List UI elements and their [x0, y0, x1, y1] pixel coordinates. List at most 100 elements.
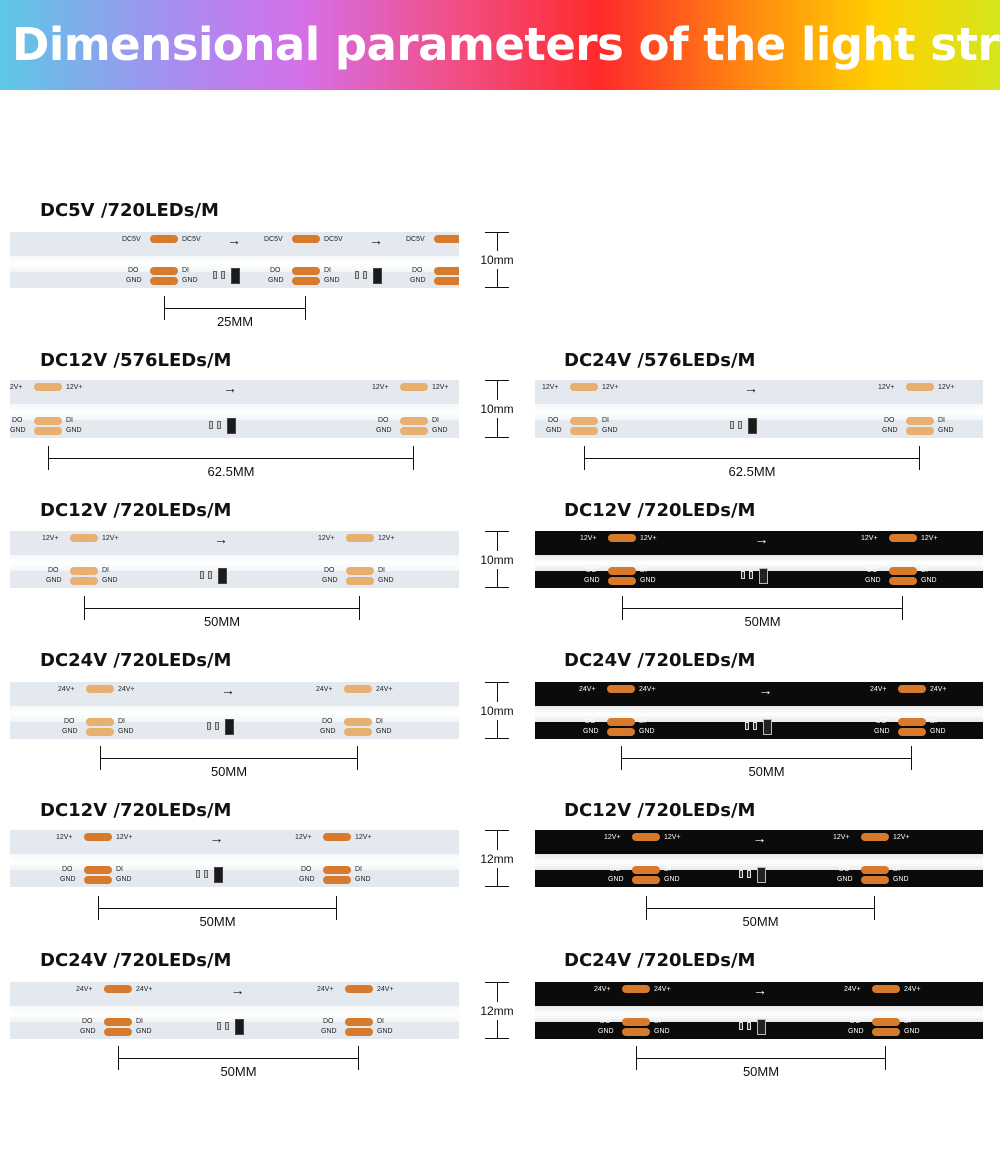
width-cap-top	[485, 830, 509, 831]
data-pad-label: DO	[839, 866, 850, 873]
spacing-tick-right	[305, 296, 306, 320]
data-pad	[889, 567, 917, 575]
power-pad-label: 12V+	[318, 535, 335, 542]
ic-chip	[748, 418, 757, 434]
spacing-tick-left	[584, 446, 585, 470]
data-pad	[872, 1018, 900, 1026]
data-pad	[570, 417, 598, 425]
data-pad-label: DO	[600, 1018, 611, 1025]
ground-pad-label: GND	[118, 728, 134, 735]
ground-pad-label: GND	[938, 427, 954, 434]
row-6-width-label: 12mm	[480, 1001, 514, 1020]
row-6-right-spacing-line	[636, 1046, 886, 1070]
power-pad-label: 24V+	[870, 686, 887, 693]
row-4-right-spacing-line	[621, 746, 912, 770]
ground-pad-label: GND	[930, 728, 946, 735]
ground-pad-label: GND	[126, 277, 142, 284]
power-pad	[608, 534, 636, 542]
width-cap-bottom	[485, 886, 509, 887]
power-pad-label: 12V+	[378, 535, 395, 542]
resistor	[355, 271, 359, 279]
ground-pad-label: GND	[299, 876, 315, 883]
data-pad-label: DI	[654, 1018, 661, 1025]
power-pad	[104, 985, 132, 993]
row-4-left-spacing-label: 50MM	[210, 764, 248, 779]
ground-pad-label: GND	[62, 728, 78, 735]
row-2-left-spacing-label: 62.5MM	[207, 464, 255, 479]
ground-pad-label: GND	[921, 577, 937, 584]
power-pad-label: 12V+	[102, 535, 119, 542]
ground-pad-label: GND	[80, 1028, 96, 1035]
capacitor	[363, 271, 367, 279]
row-3-left-title: DC12V /720LEDs/M	[40, 500, 232, 521]
ground-pad-label: GND	[848, 1028, 864, 1035]
direction-arrow: →	[227, 232, 241, 248]
direction-arrow: →	[758, 682, 773, 698]
power-pad-label: 12V+	[372, 384, 389, 391]
data-pad-label: DI	[938, 417, 945, 424]
spacing-tick-right	[902, 596, 903, 620]
ic-chip	[234, 1019, 244, 1035]
data-pad-label: DI	[921, 567, 928, 574]
power-pad-label: 12V+	[66, 384, 83, 391]
row-4-right-strip: 24V+ 24V+ DI GND DO GND → 24V+ 24V+ DI GND DO GND	[535, 682, 983, 739]
row-6-right-spacing-label: 50MM	[742, 1064, 780, 1079]
row-6-right-title: DC24V /720LEDs/M	[564, 950, 756, 971]
width-cap-bottom	[485, 437, 509, 438]
capacitor	[748, 571, 753, 579]
row-3-left-spacing-label: 50MM	[203, 614, 241, 629]
data-pad-label: DO	[270, 267, 281, 274]
ic-chip	[756, 867, 766, 883]
width-cap-bottom	[485, 587, 509, 588]
row-3-right-diffuser	[535, 555, 983, 571]
power-pad-label: 12V+	[833, 834, 850, 841]
ground-pad-label: GND	[608, 876, 624, 883]
ground-pad-label: GND	[874, 728, 890, 735]
capacitor	[208, 571, 212, 579]
power-pad-label: 12V+	[10, 384, 23, 391]
data-pad-label: DI	[378, 567, 385, 574]
ic-chip	[231, 268, 240, 284]
data-pad-label: DI	[376, 718, 383, 725]
resistor	[744, 722, 749, 730]
power-pad-label: 12V+	[580, 535, 597, 542]
ground-pad-label: GND	[640, 577, 656, 584]
power-pad	[345, 985, 373, 993]
width-cap-top	[485, 380, 509, 381]
capacitor	[746, 870, 751, 878]
resistor	[738, 870, 743, 878]
data-pad-label: DO	[82, 1018, 93, 1025]
data-pad	[150, 267, 178, 275]
spacing-tick-right	[911, 746, 912, 770]
power-pad-label: 24V+	[930, 686, 947, 693]
row-1-left-spacing-line	[164, 296, 306, 320]
power-pad-label: 24V+	[118, 686, 135, 693]
row-1-left-spacing-label: 25MM	[216, 314, 254, 329]
data-pad-label: DI	[640, 567, 647, 574]
data-pad-label: DI	[66, 417, 73, 424]
ground-pad-label: GND	[546, 427, 562, 434]
data-pad-label: DO	[64, 718, 75, 725]
resistor	[739, 1022, 743, 1030]
ic-chip	[218, 568, 227, 584]
resistor	[216, 1022, 221, 1030]
data-pad	[344, 718, 372, 726]
ground-pad-label: GND	[664, 876, 680, 883]
row-2-right-spacing-label: 62.5MM	[728, 464, 776, 479]
spacing-tick-left	[84, 596, 85, 620]
power-pad	[86, 685, 114, 693]
capacitor	[752, 722, 757, 730]
power-pad-label: 24V+	[654, 986, 671, 993]
data-pad-label: DI	[664, 866, 671, 873]
capacitor	[217, 421, 221, 429]
power-pad	[898, 685, 926, 693]
row-4-right-title: DC24V /720LEDs/M	[564, 650, 756, 671]
power-pad	[70, 534, 98, 542]
data-pad-label: DI	[182, 267, 189, 274]
spacing-tick-left	[622, 596, 623, 620]
row-2-right-strip: 12V+ 12V+ DI GND DO GND → 12V+ 12V+ DI GND DO GND	[535, 380, 983, 438]
ground-pad	[344, 728, 372, 736]
row-4-left-strip: 24V+ 24V+ DI GND DO GND → 24V+ 24V+ DI GND DO GND	[10, 682, 459, 739]
row-5-left-spacing-label: 50MM	[199, 914, 236, 929]
ic-chip	[227, 418, 236, 434]
